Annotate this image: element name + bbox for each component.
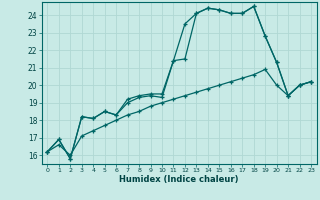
X-axis label: Humidex (Indice chaleur): Humidex (Indice chaleur) [119, 175, 239, 184]
